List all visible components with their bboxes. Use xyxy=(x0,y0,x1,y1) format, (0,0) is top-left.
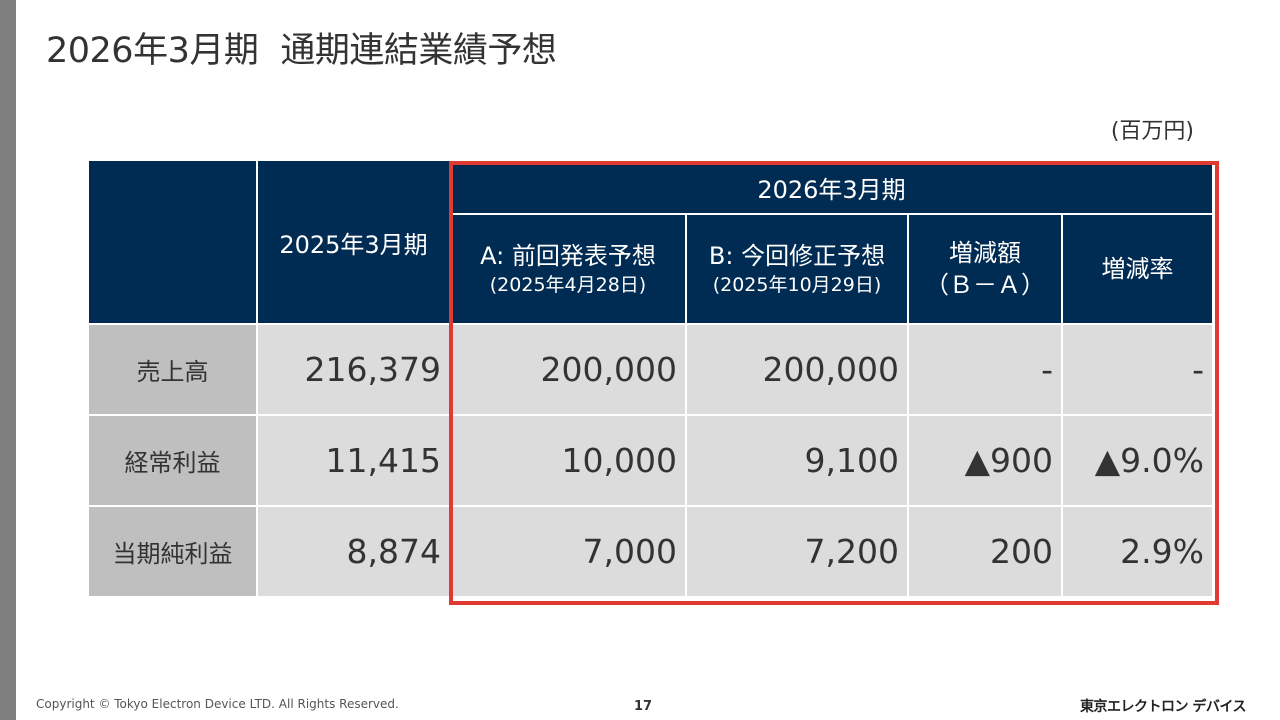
page-title: 2026年3月期 通期連結業績予想 xyxy=(46,22,557,73)
table-row: 当期純利益 8,874 7,000 7,200 200 2.9% xyxy=(87,505,1214,598)
header-fy2026-group: 2026年3月期 xyxy=(449,159,1214,215)
header-col-a-label: A: 前回発表予想 xyxy=(480,242,656,270)
cell-rate: 2.9% xyxy=(1061,505,1214,598)
copyright-notice: Copyright © Tokyo Electron Device LTD. A… xyxy=(36,697,399,711)
row-label: 当期純利益 xyxy=(87,505,258,598)
header-fy2025: 2025年3月期 xyxy=(256,159,451,325)
header-fy2026-label: 2026年3月期 xyxy=(757,175,906,204)
cell-b: 7,200 xyxy=(685,505,909,598)
header-col-b-date: (2025年10月29日) xyxy=(712,274,882,296)
forecast-table: 2025年3月期 2026年3月期 A: 前回発表予想 (2025年4月28日)… xyxy=(87,159,1214,598)
header-col-a: A: 前回発表予想 (2025年4月28日) xyxy=(449,213,687,325)
header-fy2025-label: 2025年3月期 xyxy=(279,230,428,259)
cell-prev: 11,415 xyxy=(256,414,451,507)
cell-diff: ▲900 xyxy=(907,414,1063,507)
table-row: 売上高 216,379 200,000 200,000 - - xyxy=(87,323,1214,416)
header-col-diff-label: 増減額 xyxy=(949,239,1021,267)
header-col-b-label: B: 今回修正予想 xyxy=(708,242,886,270)
cell-rate: - xyxy=(1061,323,1214,416)
row-label: 売上高 xyxy=(87,323,258,416)
cell-rate: ▲9.0% xyxy=(1061,414,1214,507)
header-col-diff-formula: （Ｂ－Ａ） xyxy=(925,271,1045,299)
cell-prev: 216,379 xyxy=(256,323,451,416)
cell-a: 10,000 xyxy=(449,414,687,507)
table-row: 経常利益 11,415 10,000 9,100 ▲900 ▲9.0% xyxy=(87,414,1214,507)
header-col-rate-label: 増減率 xyxy=(1101,255,1174,283)
cell-diff: - xyxy=(907,323,1063,416)
cell-b: 200,000 xyxy=(685,323,909,416)
header-col-b: B: 今回修正予想 (2025年10月29日) xyxy=(685,213,909,325)
title-subject: 通期連結業績予想 xyxy=(280,31,557,71)
cell-b: 9,100 xyxy=(685,414,909,507)
header-col-rate: 増減率 xyxy=(1061,213,1214,325)
left-accent-bar xyxy=(0,0,16,720)
page-number: 17 xyxy=(634,699,653,714)
cell-a: 200,000 xyxy=(449,323,687,416)
cell-a: 7,000 xyxy=(449,505,687,598)
cell-prev: 8,874 xyxy=(256,505,451,598)
cell-diff: 200 xyxy=(907,505,1063,598)
unit-label: (百万円) xyxy=(1110,119,1194,144)
row-label: 経常利益 xyxy=(87,414,258,507)
header-col-diff: 増減額 （Ｂ－Ａ） xyxy=(907,213,1063,325)
corner-header-cell xyxy=(87,159,258,325)
company-logo: 東京エレクトロン デバイス xyxy=(1080,699,1246,715)
title-period: 2026年3月期 xyxy=(46,31,259,71)
header-col-a-date: (2025年4月28日) xyxy=(489,274,647,296)
